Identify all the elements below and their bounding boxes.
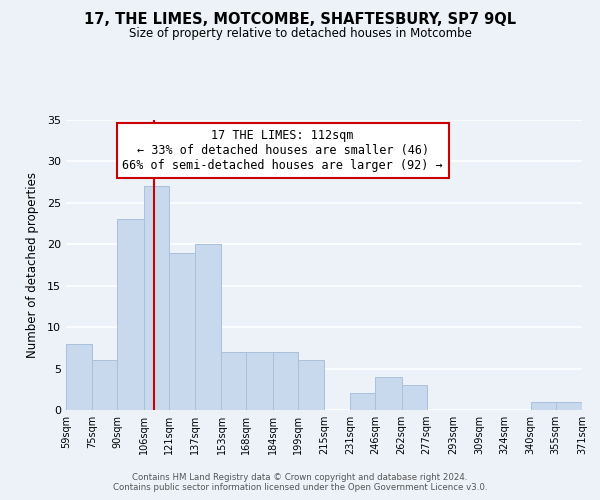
Bar <box>169 252 195 410</box>
Text: Size of property relative to detached houses in Motcombe: Size of property relative to detached ho… <box>128 28 472 40</box>
Bar <box>350 394 375 410</box>
Bar <box>66 344 92 410</box>
Bar <box>195 244 221 410</box>
Bar <box>221 352 246 410</box>
Bar <box>298 360 324 410</box>
Text: 17 THE LIMES: 112sqm
← 33% of detached houses are smaller (46)
66% of semi-detac: 17 THE LIMES: 112sqm ← 33% of detached h… <box>122 128 443 172</box>
Text: Contains HM Land Registry data © Crown copyright and database right 2024.: Contains HM Land Registry data © Crown c… <box>132 474 468 482</box>
Bar <box>117 220 144 410</box>
Bar <box>144 186 169 410</box>
Bar <box>531 402 556 410</box>
Bar <box>273 352 298 410</box>
Text: 17, THE LIMES, MOTCOMBE, SHAFTESBURY, SP7 9QL: 17, THE LIMES, MOTCOMBE, SHAFTESBURY, SP… <box>84 12 516 28</box>
Bar <box>556 402 582 410</box>
Text: Contains public sector information licensed under the Open Government Licence v3: Contains public sector information licen… <box>113 484 487 492</box>
Bar <box>246 352 273 410</box>
Bar <box>402 385 427 410</box>
Bar <box>92 360 117 410</box>
Bar <box>375 377 402 410</box>
Y-axis label: Number of detached properties: Number of detached properties <box>26 172 38 358</box>
